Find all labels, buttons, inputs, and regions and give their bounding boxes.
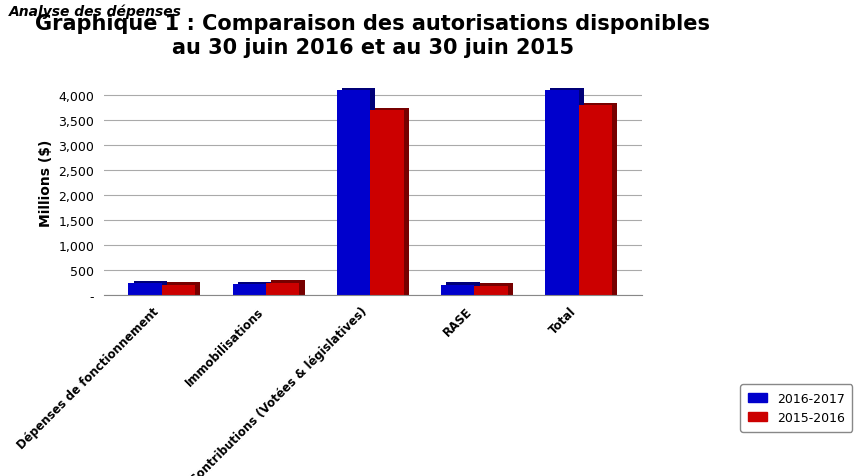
Bar [583, 103, 617, 295]
Bar [441, 285, 474, 295]
Bar [238, 282, 271, 295]
Bar [337, 91, 370, 295]
Bar [232, 285, 266, 295]
Bar [342, 89, 375, 295]
Bar [545, 91, 578, 295]
Bar [578, 106, 612, 295]
Bar [474, 286, 508, 295]
Bar [128, 284, 162, 295]
Bar [266, 283, 299, 295]
Bar [370, 111, 403, 295]
Bar [134, 281, 167, 295]
Bar [551, 89, 583, 295]
Bar [447, 282, 479, 295]
Text: Analyse des dépenses: Analyse des dépenses [9, 5, 181, 19]
Bar [162, 285, 195, 295]
Legend: 2016-2017, 2015-2016: 2016-2017, 2015-2016 [740, 385, 852, 432]
Bar [375, 109, 408, 295]
Text: Graphique 1 : Comparaison des autorisations disponibles
au 30 juin 2016 et au 30: Graphique 1 : Comparaison des autorisati… [36, 14, 710, 58]
Bar [167, 282, 200, 295]
Y-axis label: Millions ($): Millions ($) [39, 139, 53, 227]
Bar [271, 280, 304, 295]
Bar [479, 283, 513, 295]
